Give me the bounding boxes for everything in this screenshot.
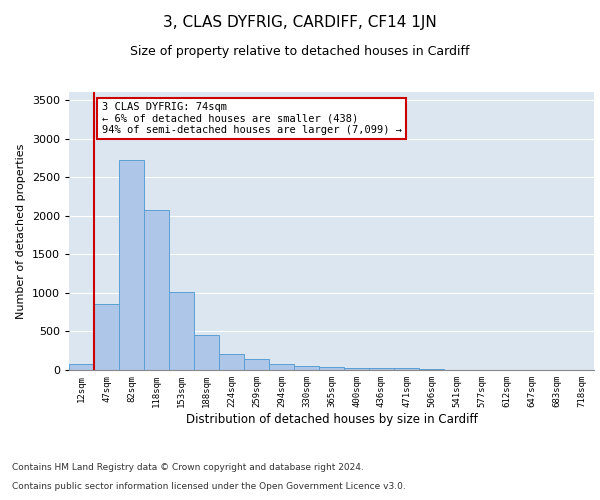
Text: Size of property relative to detached houses in Cardiff: Size of property relative to detached ho… [130,45,470,58]
Bar [344,368,369,370]
Bar [394,368,419,370]
Bar [269,364,294,370]
Bar [69,364,94,370]
Bar [144,210,169,370]
Bar [219,354,244,370]
Text: Contains public sector information licensed under the Open Government Licence v3: Contains public sector information licen… [12,482,406,491]
Bar [194,336,219,370]
Bar [319,366,344,370]
X-axis label: Distribution of detached houses by size in Cardiff: Distribution of detached houses by size … [185,412,478,426]
Bar [419,369,444,370]
Text: 3, CLAS DYFRIG, CARDIFF, CF14 1JN: 3, CLAS DYFRIG, CARDIFF, CF14 1JN [163,15,437,30]
Bar [119,160,144,370]
Text: 3 CLAS DYFRIG: 74sqm
← 6% of detached houses are smaller (438)
94% of semi-detac: 3 CLAS DYFRIG: 74sqm ← 6% of detached ho… [101,102,401,135]
Bar [369,368,394,370]
Bar [94,304,119,370]
Y-axis label: Number of detached properties: Number of detached properties [16,144,26,319]
Bar [169,292,194,370]
Bar [294,366,319,370]
Bar [244,359,269,370]
Text: Contains HM Land Registry data © Crown copyright and database right 2024.: Contains HM Land Registry data © Crown c… [12,464,364,472]
